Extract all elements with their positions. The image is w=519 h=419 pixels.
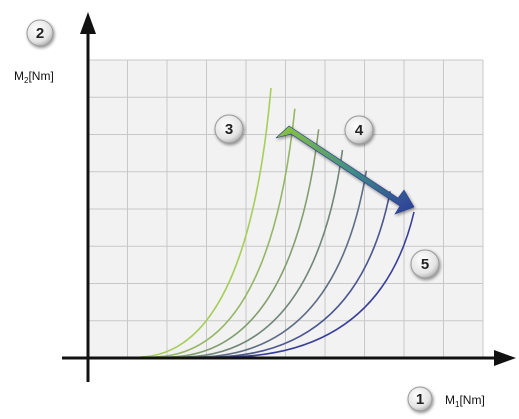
- characteristic-curve: [169, 129, 320, 358]
- badge-5: 5: [410, 249, 440, 279]
- characteristic-curve: [184, 149, 344, 358]
- characteristic-curve: [139, 87, 272, 358]
- x-axis-label: M1[Nm]: [445, 393, 485, 409]
- badge-1: 1: [407, 386, 433, 412]
- characteristic-curve: [229, 211, 415, 358]
- curve-family: [139, 87, 415, 358]
- svg-text:2: 2: [36, 25, 44, 42]
- badge-4: 4: [344, 115, 374, 145]
- axes: [62, 12, 516, 382]
- characteristic-curve: [214, 191, 391, 358]
- x-axis-arrowhead: [494, 350, 516, 366]
- trend-arrow: [275, 125, 415, 215]
- svg-text:4: 4: [355, 122, 364, 139]
- svg-text:5: 5: [421, 256, 429, 273]
- y-axis-arrowhead: [80, 12, 96, 34]
- svg-text:3: 3: [225, 121, 233, 138]
- badge-3: 3: [214, 114, 244, 144]
- badge-2: 2: [26, 19, 54, 47]
- characteristic-curve: [199, 170, 368, 358]
- y-axis-label: M2[Nm]: [14, 69, 54, 85]
- svg-text:1: 1: [416, 391, 424, 408]
- characteristic-curve: [154, 108, 296, 358]
